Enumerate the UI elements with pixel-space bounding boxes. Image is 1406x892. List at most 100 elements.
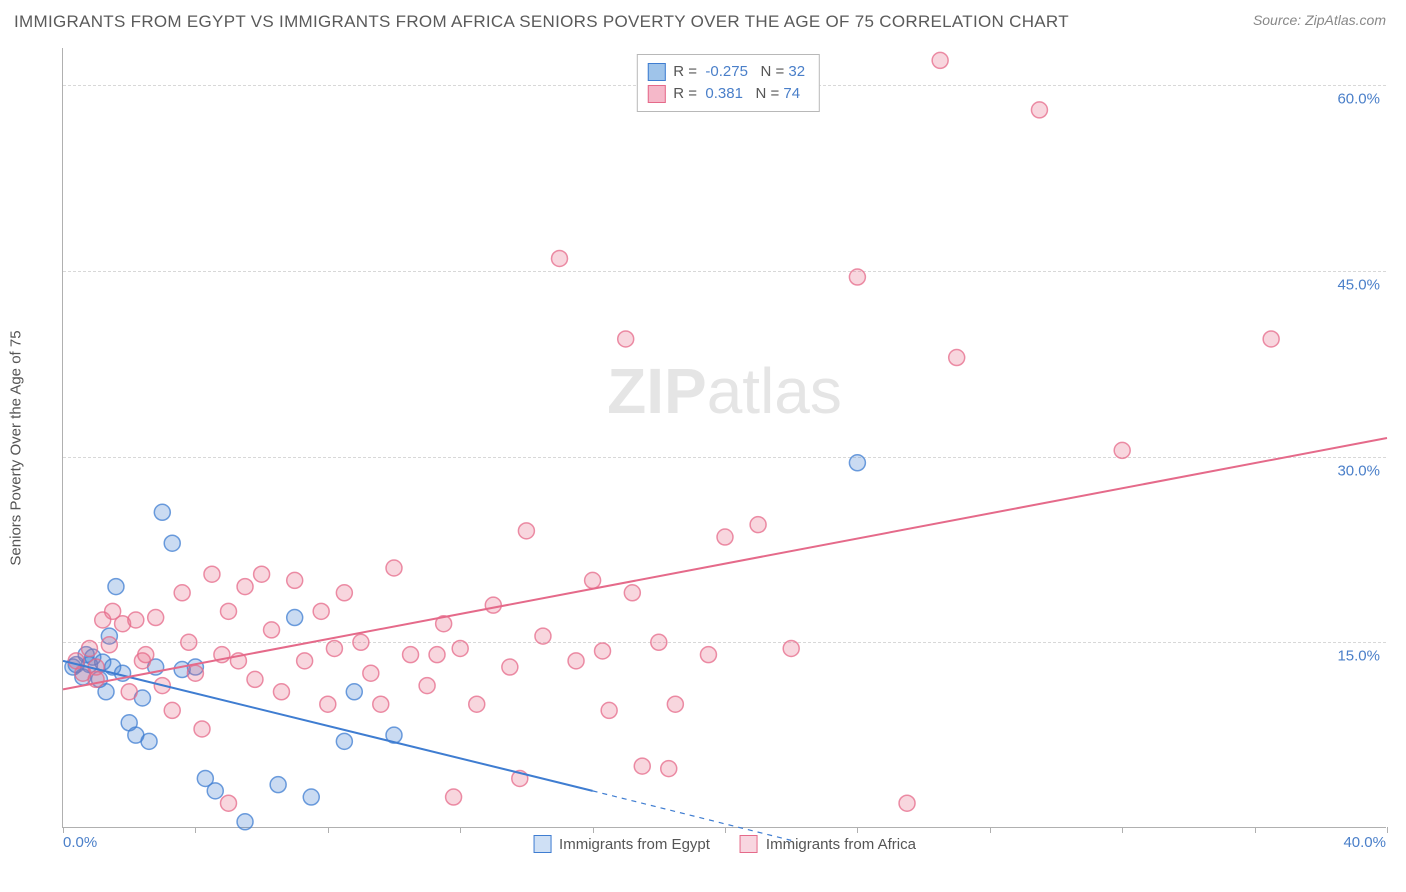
plot-area: ZIPatlas 15.0%30.0%45.0%60.0% 0.0% 40.0%… bbox=[62, 48, 1386, 828]
x-tick bbox=[1255, 827, 1256, 833]
data-point bbox=[618, 331, 634, 347]
data-point bbox=[346, 684, 362, 700]
x-axis-min-label: 0.0% bbox=[63, 834, 97, 851]
data-point bbox=[849, 455, 865, 471]
data-point bbox=[154, 504, 170, 520]
legend-item: Immigrants from Egypt bbox=[533, 835, 710, 853]
data-point bbox=[181, 634, 197, 650]
data-point bbox=[237, 814, 253, 830]
data-point bbox=[601, 702, 617, 718]
data-point bbox=[585, 572, 601, 588]
data-point bbox=[108, 579, 124, 595]
legend-swatch-icon bbox=[740, 835, 758, 853]
data-point bbox=[949, 350, 965, 366]
data-point bbox=[128, 612, 144, 628]
data-point bbox=[717, 529, 733, 545]
data-point bbox=[207, 783, 223, 799]
scatter-svg bbox=[63, 48, 1386, 827]
data-point bbox=[164, 535, 180, 551]
legend-swatch-icon bbox=[647, 63, 665, 81]
legend-row: R = -0.275 N = 32 bbox=[647, 61, 805, 83]
data-point bbox=[353, 634, 369, 650]
data-point bbox=[336, 733, 352, 749]
data-point bbox=[386, 560, 402, 576]
data-point bbox=[313, 603, 329, 619]
legend-row: R = 0.381 N = 74 bbox=[647, 83, 805, 105]
data-point bbox=[270, 777, 286, 793]
data-point bbox=[552, 250, 568, 266]
data-point bbox=[320, 696, 336, 712]
legend-stats: R = -0.275 N = 32 bbox=[673, 61, 805, 83]
source-label: Source: ZipAtlas.com bbox=[1253, 12, 1386, 28]
chart-container: Seniors Poverty Over the Age of 75 ZIPat… bbox=[46, 48, 1386, 848]
data-point bbox=[1114, 442, 1130, 458]
legend-swatch-icon bbox=[647, 85, 665, 103]
data-point bbox=[595, 643, 611, 659]
trend-line bbox=[63, 661, 593, 791]
data-point bbox=[1031, 102, 1047, 118]
data-point bbox=[446, 789, 462, 805]
data-point bbox=[174, 585, 190, 601]
data-point bbox=[849, 269, 865, 285]
data-point bbox=[932, 52, 948, 68]
data-point bbox=[101, 637, 117, 653]
data-point bbox=[273, 684, 289, 700]
data-point bbox=[287, 610, 303, 626]
data-point bbox=[138, 647, 154, 663]
data-point bbox=[373, 696, 389, 712]
trend-line-extrapolated bbox=[593, 791, 792, 841]
data-point bbox=[237, 579, 253, 595]
data-point bbox=[81, 640, 97, 656]
data-point bbox=[419, 678, 435, 694]
data-point bbox=[287, 572, 303, 588]
data-point bbox=[148, 610, 164, 626]
data-point bbox=[303, 789, 319, 805]
data-point bbox=[141, 733, 157, 749]
legend-label: Immigrants from Egypt bbox=[559, 836, 710, 853]
data-point bbox=[204, 566, 220, 582]
y-tick-label: 45.0% bbox=[1337, 276, 1380, 293]
data-point bbox=[403, 647, 419, 663]
data-point bbox=[336, 585, 352, 601]
data-point bbox=[899, 795, 915, 811]
x-tick bbox=[1387, 827, 1388, 833]
data-point bbox=[164, 702, 180, 718]
data-point bbox=[194, 721, 210, 737]
data-point bbox=[535, 628, 551, 644]
y-tick-label: 15.0% bbox=[1337, 648, 1380, 665]
data-point bbox=[783, 640, 799, 656]
data-point bbox=[502, 659, 518, 675]
legend-stats: R = 0.381 N = 74 bbox=[673, 83, 800, 105]
chart-title: IMMIGRANTS FROM EGYPT VS IMMIGRANTS FROM… bbox=[14, 12, 1069, 32]
x-tick bbox=[195, 827, 196, 833]
data-point bbox=[247, 671, 263, 687]
data-point bbox=[187, 665, 203, 681]
data-point bbox=[624, 585, 640, 601]
legend-label: Immigrants from Africa bbox=[766, 836, 916, 853]
y-tick-label: 60.0% bbox=[1337, 91, 1380, 108]
data-point bbox=[363, 665, 379, 681]
data-point bbox=[651, 634, 667, 650]
x-tick bbox=[460, 827, 461, 833]
data-point bbox=[485, 597, 501, 613]
legend-swatch-icon bbox=[533, 835, 551, 853]
data-point bbox=[297, 653, 313, 669]
data-point bbox=[452, 640, 468, 656]
legend-item: Immigrants from Africa bbox=[740, 835, 916, 853]
x-tick bbox=[1122, 827, 1123, 833]
data-point bbox=[264, 622, 280, 638]
series-legend: Immigrants from Egypt Immigrants from Afr… bbox=[533, 835, 916, 853]
data-point bbox=[1263, 331, 1279, 347]
data-point bbox=[221, 603, 237, 619]
data-point bbox=[121, 684, 137, 700]
x-tick bbox=[990, 827, 991, 833]
y-tick-label: 30.0% bbox=[1337, 462, 1380, 479]
data-point bbox=[221, 795, 237, 811]
x-tick bbox=[593, 827, 594, 833]
x-axis-max-label: 40.0% bbox=[1343, 834, 1386, 851]
data-point bbox=[254, 566, 270, 582]
data-point bbox=[518, 523, 534, 539]
data-point bbox=[661, 761, 677, 777]
data-point bbox=[634, 758, 650, 774]
data-point bbox=[750, 517, 766, 533]
